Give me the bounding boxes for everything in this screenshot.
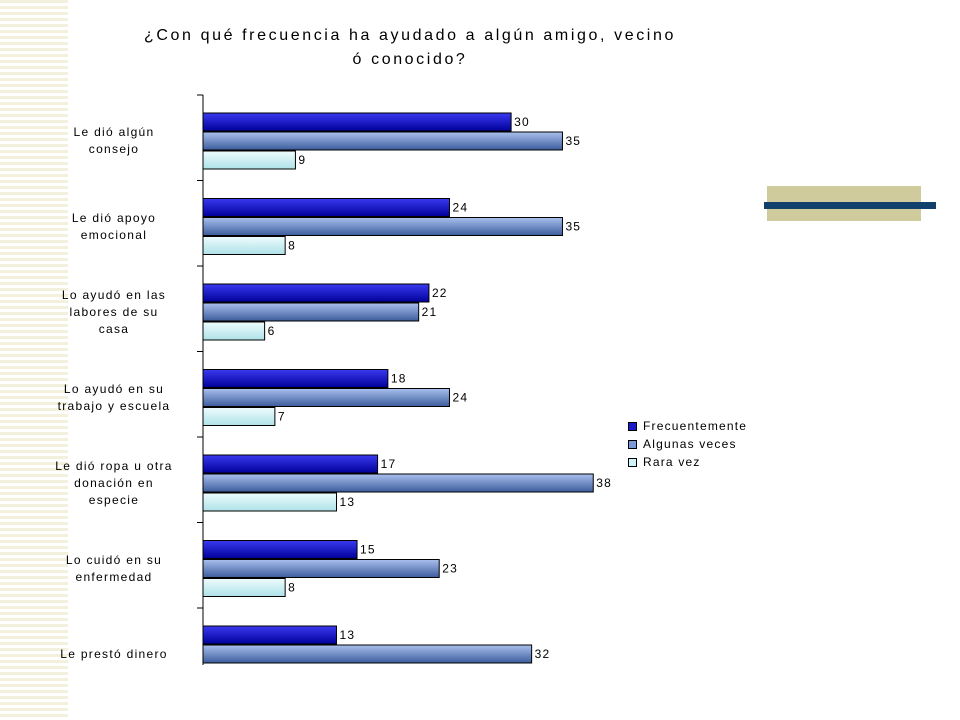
category-label-line: Le dió ropa u otra [55,458,173,473]
data-label: 35 [565,134,581,148]
bar-algunas-veces [202,559,440,578]
data-label: 24 [452,201,468,215]
bar-algunas-veces [202,302,420,322]
legend-item: Rara vez [628,453,747,471]
data-label: 35 [565,220,581,234]
bar-rara-vez [202,578,286,597]
bar-algunas-veces [202,131,563,151]
data-label: 18 [391,372,407,386]
category-label-line: especie [88,492,140,507]
data-label: 7 [278,410,286,424]
category-label-line: consejo [88,142,140,156]
category-label: Lo ayudó en las labores de su casa [50,287,178,338]
data-label: 24 [452,391,468,405]
category-label: Le dió apoyo emocional [50,210,178,244]
data-label: 23 [442,562,458,576]
bar-frecuentemente [202,198,450,217]
category-label-line: Lo ayudó en su [63,381,165,396]
category-label-line: Lo ayudó en las [61,287,167,302]
data-label: 22 [432,286,448,300]
bar-rara-vez [202,236,286,255]
data-label: 8 [288,581,296,595]
category-label-line: Lo cuidó en su [65,552,163,567]
data-label: 32 [535,647,551,661]
data-label: 13 [340,628,356,642]
legend-label: Frecuentemente [643,419,748,433]
plot-area: 30 35 9 24 35 8 22 21 6 18 24 7 17 38 13 15 23 8 13 32 [202,112,612,664]
category-label-line: Le dió algún [73,125,155,139]
legend-item: Algunas veces [628,435,747,453]
bar-algunas-veces [202,217,563,236]
bar-frecuentemente [202,540,358,559]
category-label-line: casa [98,321,130,336]
bar-frecuentemente [202,369,389,388]
chart-title-line-1: ¿Con qué frecuencia ha ayudado a algún a… [144,27,676,44]
bar-algunas-veces [202,473,594,493]
category-label-line: trabajo y escuela [57,398,171,413]
data-label: 6 [268,324,276,338]
bar-algunas-veces [202,644,533,664]
legend-label: Algunas veces [643,437,737,451]
bar-frecuentemente [202,283,430,303]
category-label-line: donación en [74,475,154,490]
data-label: 15 [360,543,376,557]
data-label: 13 [340,495,356,509]
category-label-line: Le dió apoyo [71,210,157,225]
decorative-navy-bar [764,202,936,209]
legend-swatch [628,421,637,431]
legend-item: Frecuentemente [628,417,747,435]
chart-legend: Frecuentemente Algunas veces Rara vez [628,417,747,471]
bar-rara-vez [202,492,338,512]
data-label: 30 [514,115,530,129]
bar-frecuentemente [202,625,338,645]
decorative-side-stripe [0,0,68,720]
legend-label: Rara vez [643,455,701,469]
category-label-line: Le prestó dinero [60,646,168,661]
bar-rara-vez [202,321,266,341]
bar-frecuentemente [202,454,379,474]
data-label: 8 [288,239,296,253]
chart-title-line-2: ó conocido? [352,51,468,68]
category-label-line: labores de su [69,304,159,319]
category-label-line: enfermedad [75,569,153,584]
legend-swatch [628,439,637,449]
legend-swatch [628,457,637,467]
data-label: 9 [298,153,306,167]
category-label: Le dió algún consejo [50,124,178,158]
data-label: 17 [381,457,397,471]
category-label-line: emocional [80,227,148,242]
data-label: 38 [596,476,612,490]
category-label: Le dió ropa u otra donación en especie [50,458,178,509]
category-label: Lo ayudó en su trabajo y escuela [50,381,178,415]
category-label: Lo cuidó en su enfermedad [50,552,178,586]
bar-frecuentemente [202,112,512,132]
bar-rara-vez [202,150,296,170]
bar-rara-vez [202,407,276,426]
chart-title: ¿Con qué frecuencia ha ayudado a algún a… [100,24,720,72]
category-label: Le prestó dinero [50,646,178,663]
bar-algunas-veces [202,388,450,407]
data-label: 21 [422,305,438,319]
